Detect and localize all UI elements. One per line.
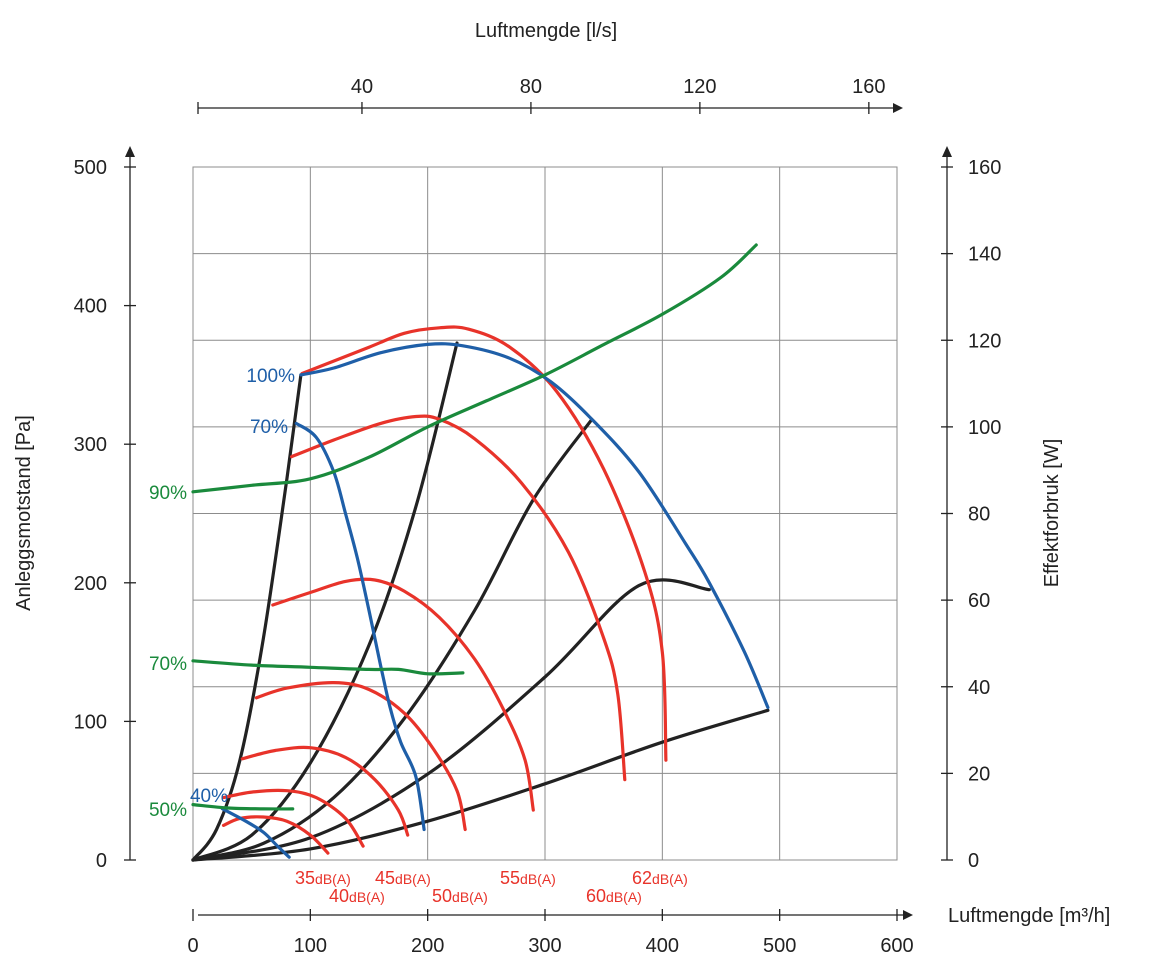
right-tick-label: 60 — [968, 590, 990, 612]
left-tick-label: 400 — [74, 296, 107, 318]
bottom-tick-label: 100 — [294, 935, 327, 957]
curves — [191, 243, 770, 862]
sound-curve-45dB(A) — [240, 745, 410, 837]
top-tick-label: 160 — [852, 76, 885, 98]
top-tick-label: 40 — [351, 76, 373, 98]
system-curve-2 — [191, 341, 459, 862]
bottom-axis-arrow — [903, 910, 913, 920]
fan-curve-70% — [294, 421, 426, 832]
right-tick-label: 80 — [968, 504, 990, 526]
left-axis-arrow — [125, 146, 135, 157]
fan-label-100: 100% — [246, 366, 295, 387]
grid — [192, 166, 898, 861]
right-axis-arrow — [942, 146, 952, 157]
sound-label-50: 50dB(A) — [432, 886, 488, 906]
power-curve-labels: 90% 70% 50% — [149, 483, 187, 821]
left-axis-title: Anleggsmotstand [Pa] — [13, 415, 35, 611]
top-tick-label: 120 — [683, 76, 716, 98]
right-tick-label: 140 — [968, 244, 1001, 266]
top-tick-label: 80 — [520, 76, 542, 98]
axes — [125, 103, 952, 920]
right-tick-label: 120 — [968, 330, 1001, 352]
power-curve-70% — [191, 659, 465, 676]
sound-label-62: 62dB(A) — [632, 868, 688, 888]
bottom-tick-label: 0 — [187, 935, 198, 957]
right-tick-label: 0 — [968, 850, 979, 872]
power-label-50: 50% — [149, 800, 187, 821]
right-tick-label: 40 — [968, 677, 990, 699]
power-label-90: 90% — [149, 483, 187, 504]
top-axis-arrow — [893, 103, 903, 113]
fan-curve-labels: 100% 70% 40% — [190, 366, 295, 807]
sound-label-45: 45dB(A) — [375, 868, 431, 888]
right-tick-label: 20 — [968, 763, 990, 785]
fan-label-70: 70% — [250, 417, 288, 438]
power-curve-90% — [191, 243, 758, 494]
top-axis-title: Luftmengde [l/s] — [475, 20, 617, 42]
bottom-tick-label: 500 — [763, 935, 796, 957]
sound-label-55: 55dB(A) — [500, 868, 556, 888]
sound-label-35: 35dB(A) — [295, 868, 351, 888]
system-curve-4 — [191, 578, 711, 862]
left-tick-label: 100 — [74, 711, 107, 733]
power-curve-50% — [191, 803, 295, 811]
power-label-70: 70% — [149, 654, 187, 675]
fan-label-40: 40% — [190, 786, 228, 807]
right-tick-label: 160 — [968, 157, 1001, 179]
bottom-tick-label: 400 — [646, 935, 679, 957]
fan-curve-40% — [220, 807, 291, 859]
left-tick-label: 300 — [74, 434, 107, 456]
sound-curve-62dB(A) — [300, 325, 668, 762]
left-tick-label: 500 — [74, 157, 107, 179]
system-curve-5 — [191, 708, 770, 862]
sound-curve-55dB(A) — [271, 577, 535, 812]
fan-curve-100% — [299, 342, 770, 710]
bottom-axis-title: Luftmengde [m³/h] — [948, 905, 1110, 927]
sound-curve-labels: 35dB(A) 40dB(A) 45dB(A) 50dB(A) 55dB(A) … — [295, 868, 688, 906]
bottom-tick-label: 200 — [411, 935, 444, 957]
sound-label-40: 40dB(A) — [329, 886, 385, 906]
sound-curve-60dB(A) — [290, 414, 627, 782]
bottom-tick-label: 600 — [880, 935, 913, 957]
sound-curve-40dB(A) — [221, 788, 365, 848]
right-axis-title: Effektforbruk [W] — [1041, 439, 1063, 588]
bottom-tick-label: 300 — [528, 935, 561, 957]
sound-label-60: 60dB(A) — [586, 886, 642, 906]
right-tick-label: 100 — [968, 417, 1001, 439]
left-tick-label: 200 — [74, 573, 107, 595]
left-tick-label: 0 — [96, 850, 107, 872]
